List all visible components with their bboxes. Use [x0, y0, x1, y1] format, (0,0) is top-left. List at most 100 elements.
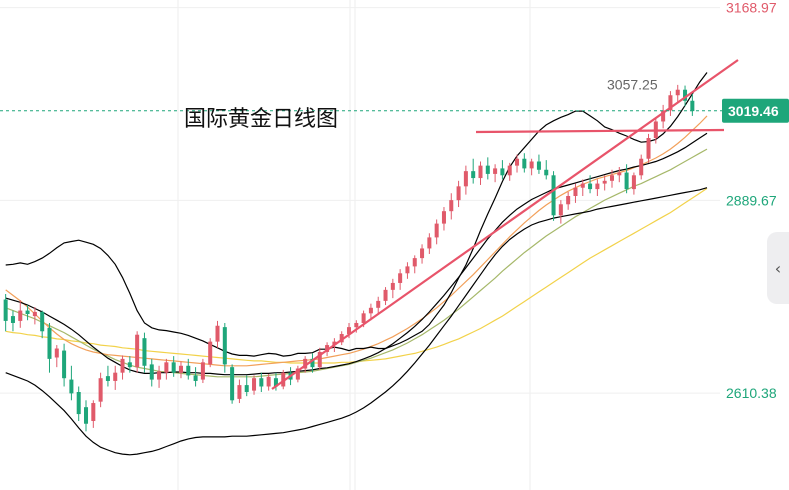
candle: [383, 287, 388, 306]
price-tick-label: 2889.67: [726, 192, 777, 208]
candle: [222, 322, 227, 373]
candle: [200, 358, 205, 384]
price-tick-label: 2610.38: [726, 385, 777, 401]
candle: [215, 320, 220, 348]
candle: [237, 379, 242, 404]
candle: [522, 153, 527, 173]
candle: [595, 179, 600, 196]
price-tick-label: 3168.97: [726, 0, 777, 16]
candle: [135, 331, 140, 373]
candle: [62, 343, 67, 387]
candle: [69, 365, 74, 401]
candle: [91, 400, 96, 428]
candle: [390, 278, 395, 299]
price-axis: 3168.97 2889.67 2610.38: [726, 0, 777, 401]
high-price-label: 3057.25: [607, 77, 658, 93]
candle: [193, 367, 198, 387]
candle: [420, 244, 425, 264]
ma-long-line: [5, 187, 708, 364]
candle: [32, 307, 37, 325]
candle: [536, 154, 541, 174]
candle: [573, 183, 578, 203]
candle: [405, 262, 410, 279]
bollinger-upper-line: [5, 72, 708, 357]
candle: [639, 154, 644, 180]
candle: [105, 365, 110, 387]
candle: [668, 91, 673, 116]
candle: [507, 162, 512, 181]
candle: [529, 158, 534, 176]
candle: [646, 133, 651, 163]
chevron-left-icon: ‹: [774, 258, 782, 278]
bollinger-lower-line: [5, 187, 708, 456]
candle: [295, 365, 300, 383]
candle: [317, 347, 322, 370]
candle: [609, 169, 614, 188]
candle: [113, 365, 118, 390]
candle: [690, 93, 695, 116]
candle: [273, 372, 278, 391]
ma-mid-line: [5, 148, 708, 378]
candle: [339, 331, 344, 346]
candle: [588, 175, 593, 194]
candle: [310, 353, 315, 373]
candle: [675, 84, 680, 104]
candle: [10, 310, 15, 332]
current-price-label: 3019.46: [728, 103, 779, 119]
candle: [120, 355, 125, 380]
candle: [500, 160, 505, 180]
candle: [485, 157, 490, 180]
candle: [566, 191, 571, 210]
candle: [471, 158, 476, 184]
candle: [40, 310, 45, 339]
trendline-1: [475, 128, 725, 134]
trendline-0: [271, 59, 739, 390]
candle: [376, 296, 381, 314]
candle: [558, 200, 563, 224]
candle: [661, 104, 666, 129]
candle: [84, 400, 89, 432]
candle: [441, 207, 446, 231]
candle: [456, 180, 461, 208]
current-price-badge: 3019.46: [722, 98, 789, 123]
candle: [412, 255, 417, 274]
candle: [427, 233, 432, 254]
candle: [617, 167, 622, 183]
candle: [164, 358, 169, 380]
candle: [463, 165, 468, 195]
candle: [683, 85, 688, 107]
candle: [266, 374, 271, 391]
candle: [259, 372, 264, 392]
candle: [244, 375, 249, 397]
candle: [127, 356, 132, 373]
candle: [157, 365, 162, 388]
candle: [544, 160, 549, 180]
candle: [624, 164, 629, 194]
candle: [25, 305, 30, 321]
candle: [76, 386, 81, 421]
candle: [171, 356, 176, 377]
candlestick-series: [3, 84, 695, 432]
candle: [449, 193, 454, 220]
trendlines: [271, 59, 739, 390]
candle: [602, 175, 607, 191]
candle: [434, 219, 439, 245]
collapse-panel-button[interactable]: ‹: [767, 232, 789, 304]
chart-title: 国际黄金日线图: [184, 107, 338, 132]
indicator-lines: [5, 72, 708, 456]
grid-lines: [0, 0, 720, 490]
candle: [631, 172, 636, 195]
candle: [54, 345, 59, 368]
candle: [368, 303, 373, 321]
candle: [142, 332, 147, 373]
candle: [281, 369, 286, 390]
candle: [478, 161, 483, 185]
candle: [3, 294, 8, 332]
candle: [230, 364, 235, 404]
candle: [98, 372, 103, 408]
candle: [18, 300, 23, 328]
candle: [551, 171, 556, 221]
candle: [398, 269, 403, 290]
candle: [252, 375, 257, 395]
